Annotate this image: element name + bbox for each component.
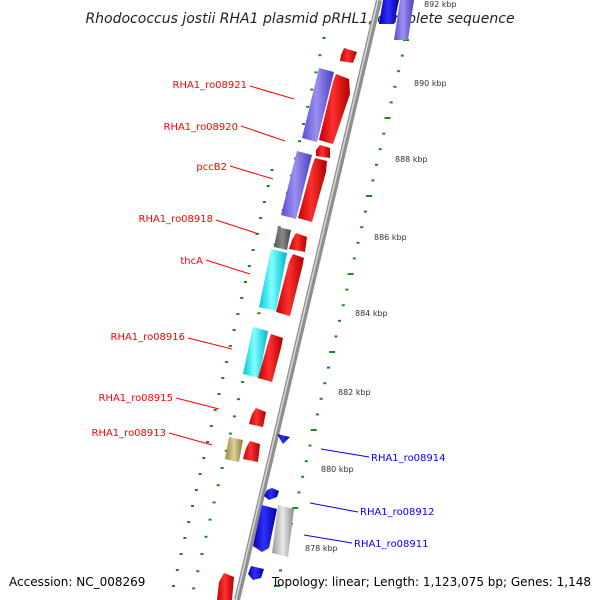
feature-track xyxy=(225,0,414,557)
gene-arrow-forward[interactable] xyxy=(243,441,260,462)
gene-arrow-reverse[interactable] xyxy=(253,505,277,552)
scale-label-884: 884 kbp xyxy=(355,309,388,318)
feature-olive-ro08913[interactable] xyxy=(225,437,243,462)
gene-arrow-forward[interactable] xyxy=(316,145,330,158)
feature-gray-ro08918[interactable] xyxy=(274,227,291,250)
gene-arrow-forward[interactable] xyxy=(319,74,350,144)
scale-label-890: 890 kbp xyxy=(414,79,447,88)
leader-line xyxy=(215,219,260,235)
leader-line xyxy=(249,85,295,100)
right-gene-labels: RHA1_ro08914 RHA1_ro08912 RHA1_ro08911 xyxy=(303,448,446,550)
scale-tick-marks xyxy=(172,37,409,590)
gene-label-ro08913[interactable]: RHA1_ro08913 xyxy=(92,428,167,439)
forward-strand-genes xyxy=(217,48,357,600)
gene-label-ro08915[interactable]: RHA1_ro08915 xyxy=(99,393,174,404)
reverse-strand-genes xyxy=(248,434,290,580)
feature-cyan-thca[interactable] xyxy=(259,249,287,311)
gene-arrow-forward[interactable] xyxy=(258,334,283,382)
gene-arrow-forward[interactable] xyxy=(298,158,327,222)
feature-purple-top[interactable] xyxy=(394,0,414,40)
gene-label-ro08918[interactable]: RHA1_ro08918 xyxy=(139,214,214,225)
genome-backbone xyxy=(234,0,382,600)
scale-label-880: 880 kbp xyxy=(321,465,354,474)
gene-label-ro08912[interactable]: RHA1_ro08912 xyxy=(360,507,435,518)
left-gene-labels: RHA1_ro08921 RHA1_ro08920 pccB2 RHA1_ro0… xyxy=(92,80,295,446)
gene-arrow-reverse[interactable] xyxy=(277,434,290,444)
topology-text: Topology: linear; Length: 1,123,075 bp; … xyxy=(271,575,591,589)
leader-line xyxy=(168,432,213,446)
gene-arrow-forward[interactable] xyxy=(276,254,304,316)
leader-line xyxy=(303,534,353,544)
feature-purple-ro08921[interactable] xyxy=(302,68,334,142)
feature-blue-top[interactable] xyxy=(379,0,399,24)
scale-label-878: 878 kbp xyxy=(305,544,338,553)
gene-arrow-reverse[interactable] xyxy=(264,488,279,500)
leader-line xyxy=(320,448,370,458)
gene-label-ro08914[interactable]: RHA1_ro08914 xyxy=(371,453,446,464)
gene-label-ro08921[interactable]: RHA1_ro08921 xyxy=(173,80,248,91)
leader-line xyxy=(205,259,251,275)
gene-arrow-reverse[interactable] xyxy=(248,566,264,580)
feature-silver[interactable] xyxy=(272,505,294,557)
feature-purple-pccb2[interactable] xyxy=(281,151,312,219)
leader-line xyxy=(309,502,359,513)
gene-arrow-forward[interactable] xyxy=(249,408,266,427)
gene-arrow-forward[interactable] xyxy=(340,48,357,63)
gene-label-pccb2[interactable]: pccB2 xyxy=(196,162,227,173)
leader-line xyxy=(187,337,233,350)
gene-arrow-forward[interactable] xyxy=(289,233,307,252)
gene-label-thca[interactable]: thcA xyxy=(180,256,203,267)
scale-label-888: 888 kbp xyxy=(395,155,428,164)
genome-backbone-highlight xyxy=(235,0,379,600)
gene-label-ro08911[interactable]: RHA1_ro08911 xyxy=(354,539,429,550)
leader-line xyxy=(229,165,274,180)
map-title: Rhodococcus jostii RHA1 plasmid pRHL1, c… xyxy=(85,11,514,27)
accession-text: Accession: NC_008269 xyxy=(9,575,145,589)
feature-cyan-ro08916[interactable] xyxy=(243,327,268,378)
leader-line xyxy=(175,397,220,410)
scale-label-886: 886 kbp xyxy=(374,233,407,242)
scale-label-892: 892 kbp xyxy=(424,0,457,9)
scale-label-882: 882 kbp xyxy=(338,388,371,397)
gene-label-ro08920[interactable]: RHA1_ro08920 xyxy=(164,122,239,133)
gene-arrow-forward[interactable] xyxy=(217,573,234,600)
scale-labels: 892 kbp 890 kbp 888 kbp 886 kbp 884 kbp … xyxy=(305,0,457,553)
leader-line xyxy=(240,125,286,142)
gene-label-ro08916[interactable]: RHA1_ro08916 xyxy=(111,332,186,343)
